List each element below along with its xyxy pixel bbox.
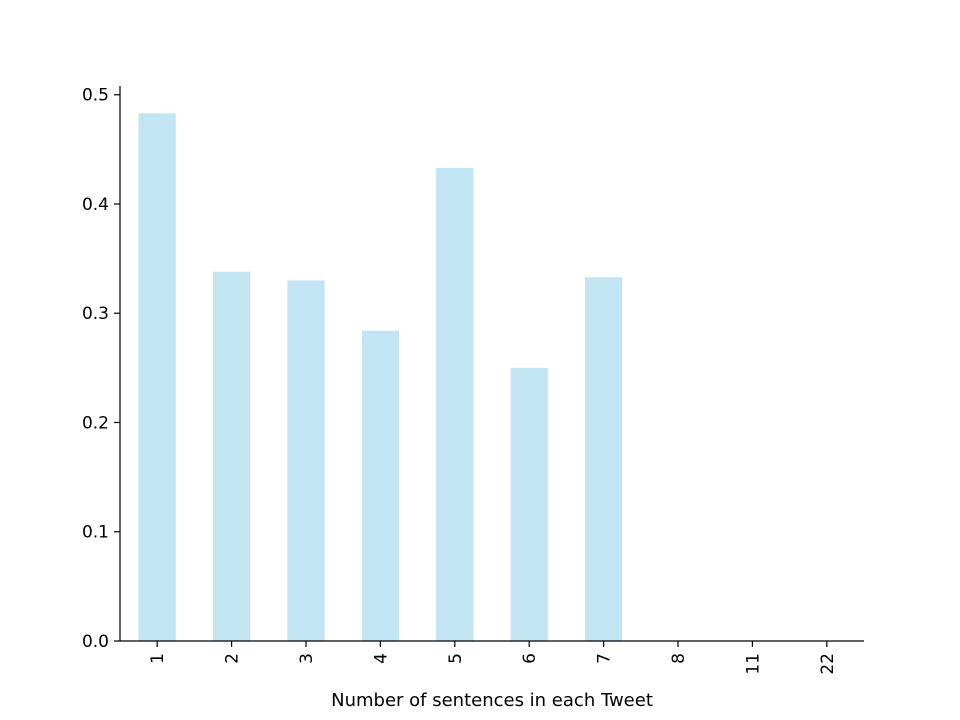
bar-7: [585, 277, 623, 641]
x-tick-label-3: 3: [297, 653, 317, 664]
x-tick-label-5: 5: [446, 653, 466, 664]
x-tick-label-11: 11: [743, 653, 763, 675]
y-tick-label-5: 0.5: [82, 86, 109, 106]
y-tick-label-4: 0.4: [82, 195, 109, 215]
y-tick-label-3: 0.3: [82, 304, 109, 324]
bar-2: [213, 271, 251, 641]
x-axis-ticks: 1 2 3 4 5 6 7 8 11 22: [148, 641, 838, 675]
x-tick-label-2: 2: [223, 653, 243, 664]
bar-4: [361, 330, 399, 641]
y-tick-label-2: 0.2: [82, 413, 109, 433]
y-tick-label-1: 0.1: [82, 523, 109, 543]
x-tick-label-4: 4: [371, 653, 391, 664]
y-axis-ticks: 0.0 0.1 0.2 0.3 0.4 0.5: [82, 86, 120, 652]
y-tick-label-0: 0.0: [82, 632, 109, 652]
bar-3: [287, 280, 325, 641]
x-tick-label-22: 22: [818, 653, 838, 675]
bar-6: [510, 367, 548, 641]
x-axis-title: Number of sentences in each Tweet: [331, 690, 653, 711]
bar-5: [436, 167, 474, 641]
bar-1: [138, 113, 176, 641]
x-tick-label-1: 1: [148, 653, 168, 664]
x-tick-label-8: 8: [669, 653, 689, 664]
x-tick-label-7: 7: [595, 653, 615, 664]
x-tick-label-6: 6: [520, 653, 540, 664]
bars-group: [138, 113, 623, 641]
